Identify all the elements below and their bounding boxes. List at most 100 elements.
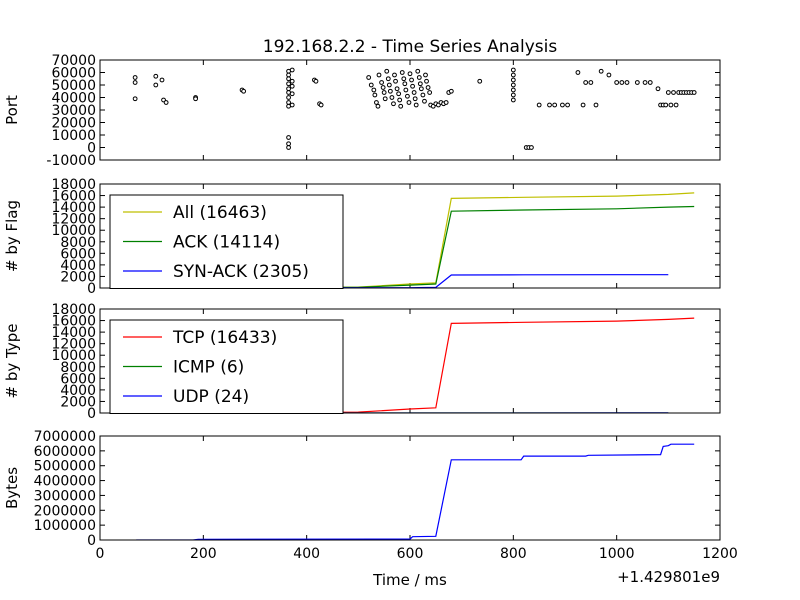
data-point (510, 77, 516, 83)
data-point (132, 96, 138, 102)
data-point (417, 81, 423, 87)
y-tick-label: 6000 (60, 246, 96, 262)
data-point (372, 92, 378, 98)
data-point (415, 68, 421, 74)
chart-panel-2: 0200040006000800010000120001400016000180… (3, 177, 721, 297)
y-tick-label: 2000 (60, 269, 96, 285)
data-point (289, 91, 295, 97)
x-axis-label: Time / ms (372, 571, 447, 589)
y-axis-label: Bytes (3, 467, 21, 509)
data-point (416, 75, 422, 80)
data-point (655, 86, 661, 92)
data-point (422, 98, 427, 104)
data-point (593, 102, 599, 108)
plot-data (132, 67, 697, 150)
data-point (379, 80, 384, 85)
series-line-1 (136, 317, 695, 413)
data-point (510, 87, 516, 93)
y-tick-label: 4000 (60, 383, 96, 399)
y-tick-label: 0 (87, 533, 96, 549)
data-point (536, 102, 542, 108)
y-tick-label: 30000 (51, 103, 96, 119)
data-point (163, 100, 169, 105)
data-point (286, 100, 291, 105)
x-tick-label: 600 (397, 546, 424, 562)
data-point (405, 93, 410, 99)
x-tick-label: 0 (96, 546, 105, 562)
y-tick-label: 7000000 (34, 429, 96, 445)
data-point (424, 78, 429, 84)
data-point (443, 100, 449, 105)
y-tick-label: 14000 (51, 325, 96, 341)
y-tick-label: 2000 (60, 394, 96, 410)
data-point (399, 70, 405, 75)
y-tick-label: 0 (87, 281, 96, 297)
data-point (510, 67, 516, 73)
data-point (418, 86, 424, 92)
y-tick-label: 70000 (51, 53, 96, 69)
data-point (409, 77, 414, 83)
data-point (313, 78, 319, 84)
data-point (398, 103, 404, 109)
y-tick-label: 16000 (51, 189, 96, 205)
data-point (477, 78, 483, 84)
y-tick-label: 3000000 (34, 488, 96, 504)
y-axis-label: # by Type (3, 324, 21, 399)
y-tick-label: 1000000 (34, 518, 96, 534)
data-point (389, 95, 395, 100)
y-tick-label: 6000 (60, 371, 96, 387)
y-tick-label: 18000 (51, 302, 96, 318)
data-point (382, 96, 388, 102)
data-point (663, 102, 669, 108)
y-tick-label: 60000 (51, 66, 96, 82)
data-point (691, 90, 697, 95)
data-point (376, 72, 382, 78)
data-point (420, 92, 426, 98)
data-point (634, 80, 640, 85)
y-tick-label: 4000 (60, 258, 96, 274)
legend-entry: All (16463) (173, 203, 267, 223)
legend-entry: ICMP (6) (173, 358, 244, 378)
data-point (385, 76, 391, 82)
data-point (392, 72, 397, 78)
y-tick-label: 12000 (51, 212, 96, 228)
plot-frame (99, 308, 721, 414)
data-point (159, 77, 165, 83)
data-point (529, 145, 534, 150)
data-point (366, 75, 372, 80)
data-point (583, 80, 589, 85)
data-point (510, 97, 516, 103)
data-point (318, 102, 324, 108)
data-point (286, 141, 291, 147)
data-point (289, 78, 295, 84)
data-point (642, 80, 648, 85)
data-point (153, 73, 159, 79)
y-tick-label: 50000 (51, 78, 96, 94)
plot-data (136, 443, 695, 540)
chart-panel-1: -100000100002000030000400005000060000700… (3, 37, 721, 169)
series-line-2 (136, 205, 695, 288)
legend-entry: TCP (16433) (172, 328, 277, 348)
y-tick-label: 16000 (51, 314, 96, 330)
series-line-1 (136, 443, 695, 540)
data-point (668, 102, 674, 108)
y-axis-label: Port (3, 95, 21, 125)
legend-entry: SYN-ACK (2305) (173, 262, 309, 282)
data-point (406, 100, 412, 105)
y-axis-label: # by Flag (3, 200, 21, 272)
data-point (381, 90, 387, 95)
data-point (427, 90, 433, 95)
data-point (410, 83, 415, 89)
data-point (423, 72, 428, 78)
y-tick-label: 4000000 (34, 474, 96, 490)
y-tick-label: 2000000 (34, 503, 96, 519)
data-point (552, 102, 558, 108)
data-point (393, 78, 398, 84)
data-point (448, 88, 454, 94)
y-tick-label: 12000 (51, 337, 96, 353)
legend-entry: UDP (24) (173, 387, 249, 407)
data-point (368, 82, 374, 88)
data-point (286, 81, 291, 87)
